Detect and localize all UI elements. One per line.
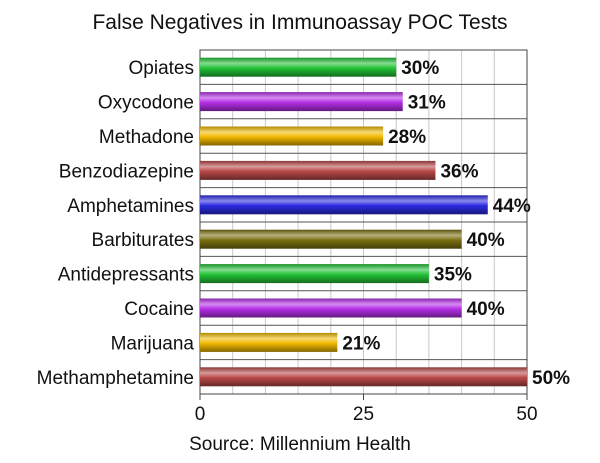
- bars: [200, 57, 527, 387]
- bar: [200, 298, 462, 318]
- value-label: 28%: [388, 127, 426, 148]
- value-label: 44%: [493, 196, 531, 217]
- bar: [200, 367, 527, 387]
- category-label: Methadone: [99, 127, 194, 148]
- bar: [200, 332, 338, 352]
- bar: [200, 92, 403, 112]
- value-label: 35%: [434, 265, 472, 286]
- value-label: 40%: [467, 299, 505, 320]
- category-labels: Opiates Oxycodone Methadone Benzodiazepine A…: [37, 58, 195, 389]
- bar: [200, 229, 462, 249]
- bar: [200, 195, 488, 215]
- x-tick-label: 0: [195, 404, 206, 425]
- bar: [200, 160, 436, 180]
- category-label: Barbiturates: [92, 230, 194, 251]
- bar: [200, 264, 429, 284]
- x-tick-label: 50: [516, 404, 537, 425]
- category-label: Benzodiazepine: [59, 161, 194, 182]
- category-label: Marijuana: [111, 333, 195, 354]
- bar: [200, 126, 384, 146]
- value-label: 31%: [408, 93, 446, 114]
- chart-title: False Negatives in Immunoassay POC Tests: [92, 11, 507, 34]
- bar: [200, 57, 397, 77]
- value-label: 36%: [440, 161, 478, 182]
- value-label: 21%: [342, 333, 380, 354]
- category-label: Amphetamines: [67, 196, 194, 217]
- source-note: Source: Millennium Health: [189, 434, 411, 455]
- value-label: 30%: [401, 58, 439, 79]
- category-label: Opiates: [129, 58, 194, 79]
- value-label: 50%: [532, 368, 570, 389]
- value-labels: 30% 31% 28% 36% 44% 40% 35% 40% 21% 50%: [342, 58, 570, 389]
- category-label: Oxycodone: [98, 93, 194, 114]
- x-tick-label: 25: [353, 404, 374, 425]
- category-label: Methamphetamine: [37, 368, 194, 389]
- category-label: Antidepressants: [58, 265, 194, 286]
- category-label: Cocaine: [124, 299, 194, 320]
- x-axis: 0 25 50: [195, 394, 538, 425]
- value-label: 40%: [467, 230, 505, 251]
